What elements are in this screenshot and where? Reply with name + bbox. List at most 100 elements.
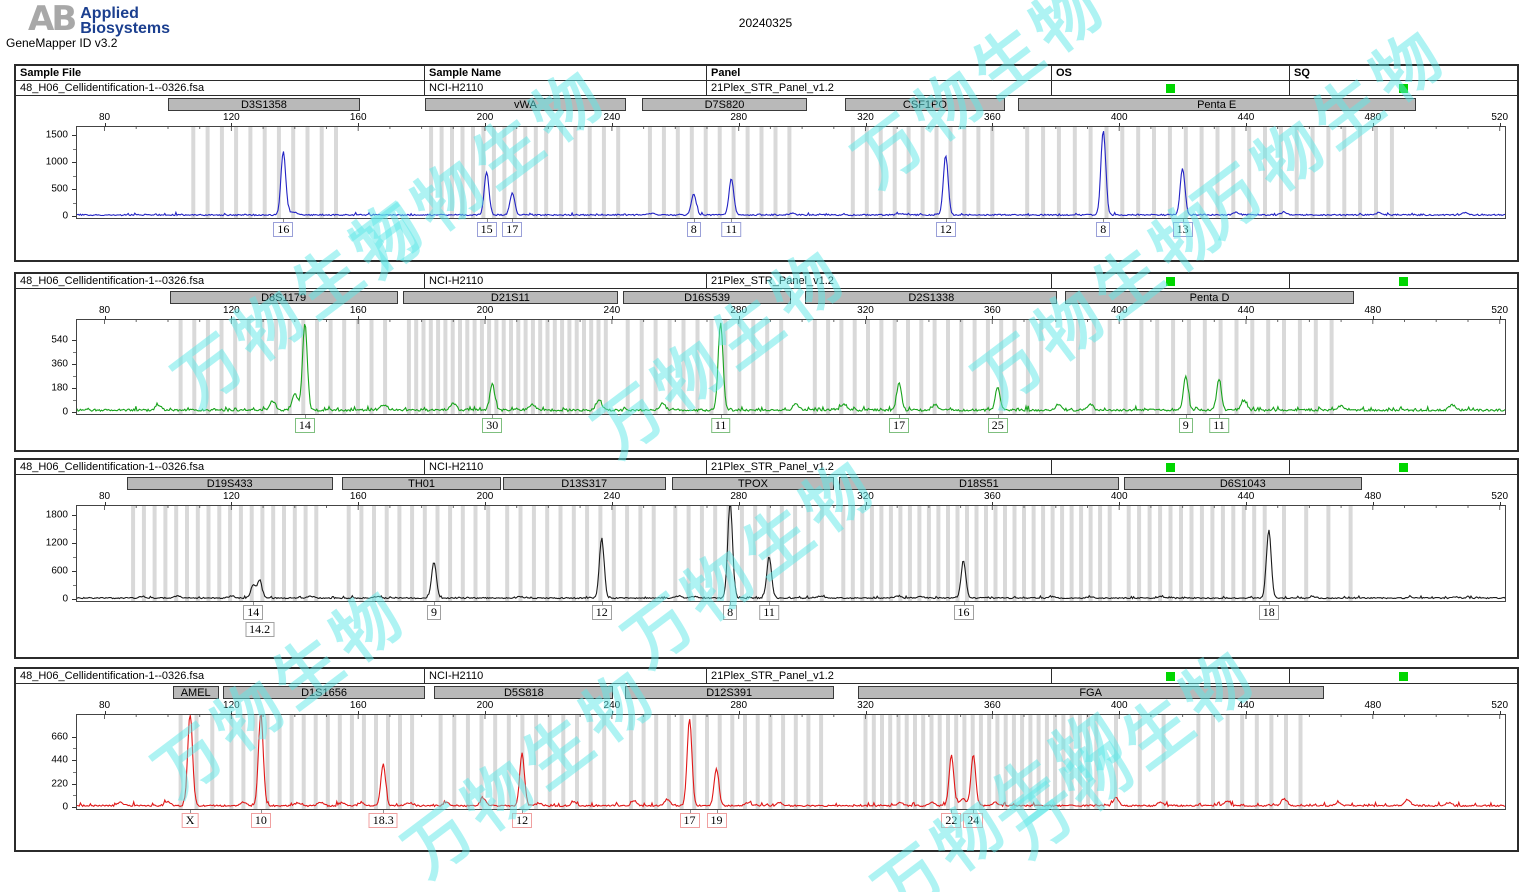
x-axis-tick-label: 120 [223, 491, 240, 502]
x-axis: 80 120 160 200 240 280 320 360 400 440 480 520 [76, 491, 1508, 506]
allele-call-label[interactable]: 12 [512, 813, 533, 828]
electropherogram-plot[interactable] [76, 126, 1506, 219]
x-axis-tick-label: 200 [476, 305, 494, 316]
x-axis-tick-label: 320 [857, 112, 874, 123]
column-header-os: OS [1052, 66, 1290, 80]
x-axis-tick-label: 80 [98, 700, 111, 711]
allele-call-label[interactable]: 30 [482, 418, 503, 433]
marker-header-row: AMEL D1S1656 D5S818 D12S391 FGA [76, 686, 1506, 700]
sq-status-cell [1290, 460, 1517, 474]
allele-call-label[interactable]: 19 [706, 813, 727, 828]
x-axis-tick-label: 160 [349, 112, 367, 123]
allele-call-label[interactable]: 14.2 [245, 622, 275, 637]
x-axis-tick-label: 320 [857, 700, 874, 711]
marker-label-TH01: TH01 [342, 477, 501, 490]
allele-call-label[interactable]: 13 [1172, 222, 1193, 237]
sample-row[interactable]: 48_H06_Cellidentification-1--0326.fsa NC… [16, 460, 1517, 475]
allele-call-label[interactable]: 25 [987, 418, 1008, 433]
allele-call-label[interactable]: 10 [250, 813, 271, 828]
allele-call-label[interactable]: 12 [591, 605, 612, 620]
electropherogram-panel-blue: Sample File Sample Name Panel OS SQ 48_H… [14, 64, 1519, 262]
allele-call-label[interactable]: 22 [941, 813, 962, 828]
allele-call-label[interactable]: 14 [243, 605, 264, 620]
y-axis: 0 180 360 540 [16, 319, 76, 418]
column-header-sq: SQ [1294, 67, 1310, 79]
os-pass-indicator [1166, 462, 1175, 472]
x-axis-tick-label: 400 [1110, 305, 1128, 316]
sample-row[interactable]: 48_H06_Cellidentification-1--0326.fsa NC… [16, 274, 1517, 289]
allele-call-label[interactable]: 18.3 [368, 813, 398, 828]
allele-call-label[interactable]: 16 [273, 222, 294, 237]
electropherogram-plot[interactable] [76, 714, 1506, 810]
sample-name-cell: NCI-H2110 [425, 669, 707, 683]
electropherogram-plot[interactable] [76, 319, 1506, 415]
allele-call-label[interactable]: 9 [427, 605, 441, 620]
electropherogram-panel-green: 48_H06_Cellidentification-1--0326.fsa NC… [14, 272, 1519, 452]
allele-call-row: X 10 18.3 12 17 19 22 24 [76, 810, 1506, 831]
sample-name-cell: NCI-H2110 [425, 460, 707, 474]
marker-label-D19S433: D19S433 [126, 477, 333, 490]
electropherogram-plot[interactable] [76, 505, 1506, 602]
allele-call-label[interactable]: 9 [1178, 418, 1193, 433]
x-axis-tick-label: 360 [983, 305, 1001, 316]
sq-pass-indicator [1399, 671, 1408, 681]
allele-call-label[interactable]: 17 [889, 418, 910, 433]
allele-call-label[interactable]: X [181, 813, 199, 828]
allele-call-label[interactable]: 24 [963, 813, 984, 828]
sample-row[interactable]: 48_H06_Cellidentification-1--0326.fsa NC… [16, 669, 1517, 684]
allele-call-label[interactable]: 11 [759, 605, 779, 620]
allele-call-label[interactable]: 15 [476, 222, 497, 237]
y-axis-tick-label: 220 [51, 778, 68, 789]
marker-label-D5S818: D5S818 [434, 686, 614, 699]
brand-line1: Applied [80, 5, 139, 22]
x-axis-tick-label: 480 [1364, 305, 1382, 316]
allele-call-label[interactable]: 18 [1258, 605, 1279, 620]
sample-row[interactable]: 48_H06_Cellidentification-1--0326.fsa NC… [16, 81, 1517, 96]
allele-call-label[interactable]: 16 [953, 605, 974, 620]
allele-call-label[interactable]: 17 [502, 222, 523, 237]
y-axis-tick-label: 600 [51, 565, 68, 577]
allele-call-label[interactable]: 17 [679, 813, 700, 828]
allele-bin-bars [131, 506, 1353, 601]
allele-call-label[interactable]: 11 [710, 418, 731, 433]
panel-name-cell: 21Plex_STR_Panel_v1.2 [707, 669, 1052, 683]
column-header-sample-name: Sample Name [425, 66, 707, 80]
x-axis-tick-label: 480 [1364, 491, 1382, 502]
allele-call-label[interactable]: 8 [686, 222, 701, 237]
allele-call-label[interactable]: 8 [723, 605, 738, 620]
allele-call-label[interactable]: 8 [1096, 222, 1111, 237]
y-axis: 0 500 1000 1500 [16, 126, 76, 222]
os-status-cell [1052, 81, 1290, 95]
x-axis-tick-label: 80 [98, 491, 111, 502]
marker-label-Penta E: Penta E [1017, 98, 1416, 111]
dye-trace [76, 714, 1506, 808]
x-axis-tick-label: 480 [1364, 112, 1382, 123]
allele-call-label[interactable]: 11 [1209, 418, 1229, 433]
marker-label-D18S51: D18S51 [838, 477, 1120, 490]
y-axis: 0 220 440 660 [16, 714, 76, 813]
allele-call-label[interactable]: 14 [294, 418, 315, 433]
x-axis-tick-label: 280 [730, 305, 748, 316]
panel-name-cell: 21Plex_STR_Panel_v1.2 [707, 274, 1052, 288]
y-axis-tick-label: 540 [51, 334, 68, 346]
x-axis-tick-label: 440 [1237, 112, 1255, 123]
os-status-cell [1052, 669, 1290, 683]
y-axis-tick-label: 660 [51, 731, 68, 742]
panel-name-cell: 21Plex_STR_Panel_v1.2 [707, 460, 1052, 474]
marker-label-D21S11: D21S11 [402, 291, 619, 304]
marker-label-D3S1358: D3S1358 [168, 98, 360, 111]
x-axis-tick-label: 280 [730, 112, 748, 123]
x-axis-tick-label: 120 [223, 112, 240, 123]
x-axis-tick-label: 240 [603, 491, 621, 502]
allele-call-label[interactable]: 11 [721, 222, 742, 237]
marker-label-D13S317: D13S317 [502, 477, 666, 490]
x-axis-tick-label: 520 [1491, 112, 1509, 123]
marker-label-D8S1179: D8S1179 [169, 291, 398, 304]
x-axis-tick-label: 400 [1110, 112, 1128, 123]
allele-bin-bars [178, 320, 1334, 414]
sample-file-cell: 48_H06_Cellidentification-1--0326.fsa [16, 274, 425, 288]
allele-call-row: 14 14.2 9 12 8 11 16 18 [76, 602, 1506, 640]
sq-status-cell [1290, 669, 1517, 683]
marker-label-D12S391: D12S391 [624, 686, 834, 699]
allele-call-label[interactable]: 12 [935, 222, 956, 237]
